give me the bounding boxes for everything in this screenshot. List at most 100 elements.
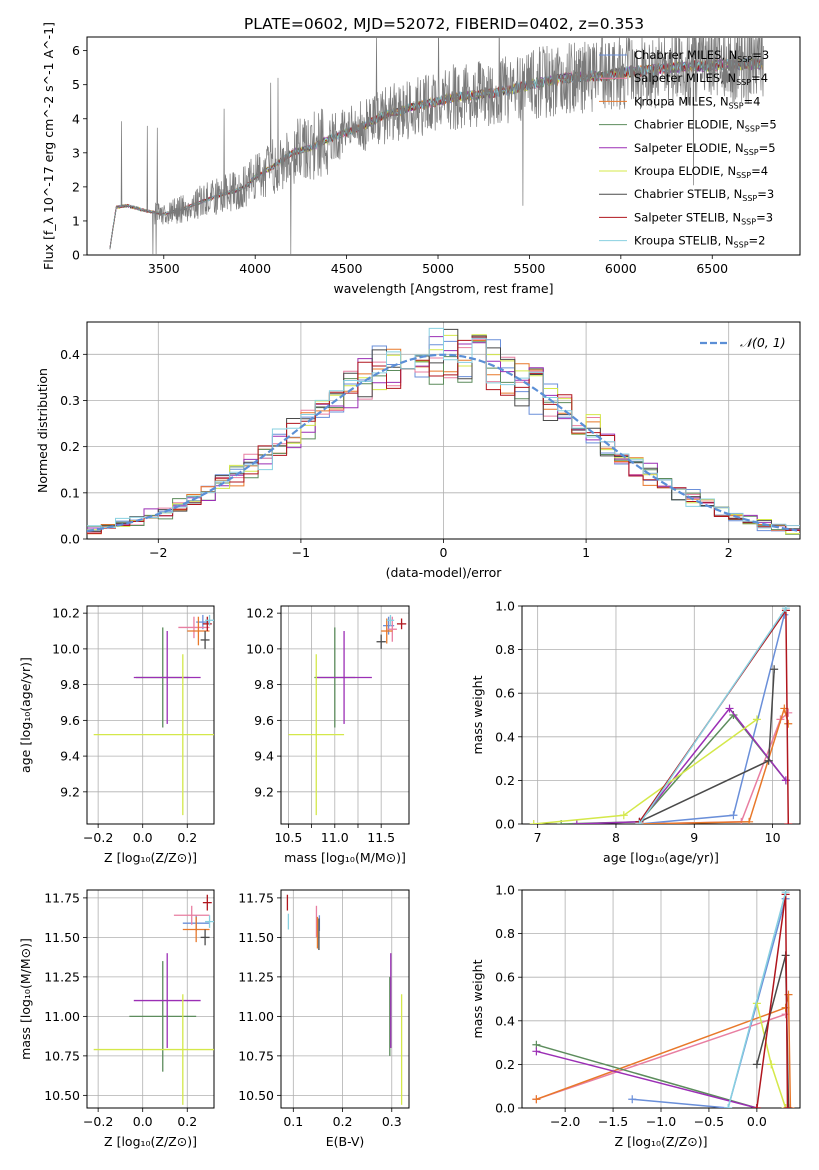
x-tick-label: 0.0 (133, 830, 153, 845)
y-tick-label: 10.75 (238, 1048, 274, 1063)
weight-series-line (536, 1013, 786, 1101)
weight-point-marker (529, 820, 538, 824)
weight-series-line (638, 607, 787, 824)
x-tick-label: 3500 (148, 261, 180, 276)
weight-point-marker (635, 820, 644, 824)
y-tick-label: 10.50 (238, 1088, 274, 1103)
y-tick-label: 10.0 (246, 641, 274, 656)
x-axis-label: Z [log₁₀(Z/Z⊙)] (615, 1134, 708, 1149)
x-tick-label: −2.0 (550, 1114, 580, 1129)
spectrum-lines (109, 37, 764, 255)
normal-curve (87, 353, 798, 532)
weight-point-marker (619, 811, 628, 820)
weight-series-line (756, 894, 789, 1108)
x-tick-label: 0.0 (747, 1114, 767, 1129)
weight-lines (532, 890, 795, 1108)
x-tick-label: −1.0 (646, 1114, 676, 1129)
y-tick-label: 1.0 (495, 883, 515, 898)
x-tick-label: 0.1 (283, 1114, 303, 1129)
y-tick-label: 0.4 (495, 1013, 515, 1028)
histogram-step (87, 327, 800, 529)
x-tick-label: 0.0 (133, 1114, 153, 1129)
weight-point-marker (784, 719, 793, 728)
weight-point-marker (784, 1104, 793, 1108)
plot-frame (280, 605, 410, 825)
x-tick-label: 6000 (605, 261, 637, 276)
x-axis-label: Z [log₁₀(Z/Z⊙)] (104, 850, 197, 865)
weight-series-line (756, 955, 790, 1108)
legend-entry: 𝒩(0, 1) (740, 335, 786, 350)
weight-point-marker (572, 820, 581, 824)
y-tick-label: 0.6 (495, 686, 515, 701)
x-axis-label: E(B-V) (326, 1134, 365, 1149)
weight-point-marker (725, 704, 734, 713)
y-tick-label: 10.2 (52, 606, 80, 621)
y-tick-label: 10.50 (44, 1088, 80, 1103)
weight-point-marker (781, 890, 790, 897)
weight-point-marker (781, 606, 790, 613)
y-tick-label: 11.00 (238, 1009, 274, 1024)
weight-point-marker (729, 811, 738, 820)
weight-point-marker (532, 1047, 541, 1056)
y-axis-label: mass [log₁₀(M/M⊙)] (18, 938, 33, 1060)
y-tick-label: 5 (72, 77, 80, 92)
weight-point-marker (781, 1003, 790, 1012)
x-tick-label: 5500 (514, 261, 546, 276)
legend-entry: Chabrier ELODIE, NSSP=5 (634, 118, 777, 134)
y-axis-label: age [log₁₀(age/yr)] (18, 657, 33, 773)
weight-series-line (561, 713, 787, 824)
y-tick-label: 0.0 (495, 1101, 515, 1116)
legend-entry: Chabrier MILES, NSSP=3 (634, 48, 769, 64)
x-tick-label: 0.2 (177, 1114, 197, 1129)
y-tick-label: 9.8 (60, 677, 80, 692)
weight-lines (529, 606, 793, 824)
x-axis-label: (data-model)/error (386, 565, 503, 580)
plot-frame (521, 889, 801, 1109)
y-tick-label: 0.2 (60, 439, 80, 454)
y-tick-label: 11.00 (44, 1009, 80, 1024)
y-tick-label: 0 (72, 248, 80, 263)
weight-point-marker (752, 1060, 761, 1069)
y-axis-label: mass weight (470, 675, 485, 754)
x-tick-label: 4000 (239, 261, 271, 276)
y-axis-label: Normed distribution (35, 368, 50, 493)
x-tick-label: 0.2 (177, 830, 197, 845)
y-tick-label: 10.0 (52, 641, 80, 656)
y-tick-label: 11.50 (44, 930, 80, 945)
plot-frame (86, 889, 215, 1109)
y-tick-label: 0.6 (495, 970, 515, 985)
mass-vs-metallicity-panel: −0.2 0.0 0.2 10.50 10.75 11.00 11.25 11.50 11.75… (18, 889, 215, 1149)
residuals-panel: −2 −1 0 1 2 0.0 0.1 0.2 0.3 0.4 (data-model)/error… (35, 321, 801, 580)
weight-series-line (536, 994, 792, 1108)
y-tick-label: 9.6 (254, 713, 274, 728)
weight-series-line (632, 898, 787, 1108)
x-tick-label: 10.5 (274, 830, 302, 845)
legend-entry: Salpeter MILES, NSSP=4 (634, 71, 768, 87)
weight-series-line (533, 718, 758, 824)
spectrum-data-line (109, 37, 764, 255)
y-tick-label: 9.2 (60, 784, 80, 799)
weight-series-line (727, 892, 787, 1108)
y-tick-label: 6 (72, 43, 80, 58)
x-tick-label: 8 (612, 830, 620, 845)
y-tick-label: 11.50 (238, 930, 274, 945)
x-axis-label: age [log₁₀(age/yr)] (603, 850, 719, 865)
plot-frame (280, 889, 410, 1109)
weight-point-marker (764, 756, 773, 765)
y-tick-label: 0.4 (60, 347, 80, 362)
errorbar-group (93, 614, 214, 816)
x-tick-label: −0.2 (83, 830, 113, 845)
y-tick-label: 11.75 (238, 890, 274, 905)
spectrum-legend: Chabrier MILES, NSSP=3 Salpeter MILES, NS… (599, 48, 777, 250)
y-tick-label: 1 (72, 213, 80, 228)
weight-point-marker (786, 1104, 795, 1108)
weight-point-marker (767, 1060, 776, 1069)
y-tick-label: 0.8 (495, 642, 515, 657)
x-axis-label: Z [log₁₀(Z/Z⊙)] (104, 1134, 197, 1149)
weight-point-marker (745, 817, 754, 824)
y-tick-label: 10.75 (44, 1048, 80, 1063)
weight-point-marker (784, 820, 793, 824)
age-vs-mass-panel: 10.5 11.0 11.5 9.2 9.4 9.6 9.8 10.0 10.2 mass [lo… (246, 605, 410, 865)
x-tick-label: 0 (440, 545, 448, 560)
x-tick-label: 0.3 (382, 1114, 402, 1129)
